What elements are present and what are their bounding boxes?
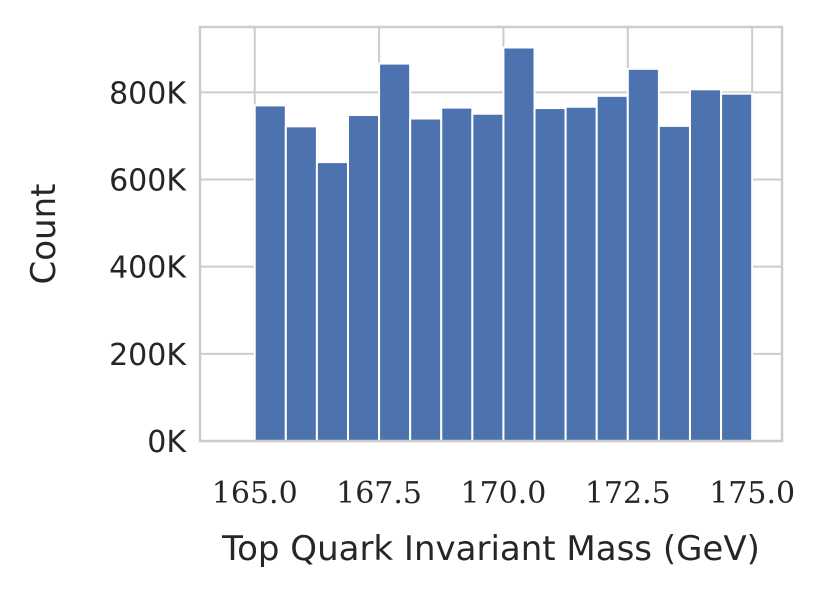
- x-tick-label: 170.0: [460, 476, 546, 511]
- histogram-bars: [253, 46, 754, 443]
- histogram-bar: [533, 107, 567, 442]
- histogram-bar: [409, 117, 443, 443]
- histogram-bar: [253, 104, 287, 442]
- x-tick-label: 172.5: [585, 476, 671, 511]
- histogram-bar: [720, 92, 754, 443]
- axes-border: [198, 25, 784, 443]
- x-tick-label: 167.5: [336, 476, 422, 511]
- histogram-bar: [346, 114, 381, 442]
- y-tick-label: 800K: [109, 76, 187, 111]
- histogram-bar: [315, 161, 349, 443]
- histogram-bar: [688, 88, 723, 442]
- x-tick-label: 175.0: [709, 476, 795, 511]
- histogram-bar: [284, 125, 318, 443]
- y-tick-label: 400K: [109, 251, 187, 286]
- x-tick-label: 165.0: [212, 476, 298, 511]
- x-tick-labels: 165.0 167.5 170.0 172.5 175.0: [212, 476, 795, 511]
- y-tick-label: 600K: [109, 164, 187, 199]
- histogram-bar: [378, 62, 412, 442]
- histogram-bar: [657, 124, 691, 442]
- y-tick-labels: 0K 200K 400K 600K 800K: [109, 76, 187, 460]
- histogram-bar: [564, 105, 598, 442]
- y-tick-label: 0K: [147, 425, 187, 460]
- y-axis-label: Count: [24, 184, 64, 285]
- plot-frame: [198, 25, 784, 443]
- x-axis-label: Top Quark Invariant Mass (GeV): [221, 529, 760, 569]
- y-tick-label: 200K: [109, 338, 187, 373]
- histogram-bar: [440, 106, 474, 442]
- histogram-bar: [502, 46, 536, 442]
- histogram-bar: [471, 112, 505, 442]
- histogram-bar: [595, 94, 629, 442]
- histogram-bar: [626, 67, 660, 443]
